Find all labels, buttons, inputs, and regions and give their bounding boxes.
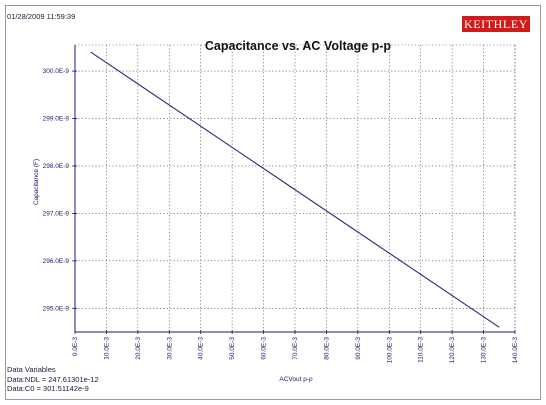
grid-lines xyxy=(74,44,516,332)
x-tick-label-9: 90.0E-3 xyxy=(355,337,362,360)
data-variables-header: Data Variables xyxy=(7,365,56,374)
x-tick-label-12: 120.0E-3 xyxy=(449,337,456,364)
y-tick-label-3: 298.0E-9 xyxy=(43,163,70,170)
x-axis-label: ACVout p-p xyxy=(279,376,313,383)
x-tick-label-3: 30.0E-3 xyxy=(166,337,173,360)
data-variable-ndl: Data:NDL = 247.61301e-12 xyxy=(7,374,99,384)
x-tick-label-11: 110.0E-3 xyxy=(418,337,425,363)
data-variable-c0: Data:C0 = 301.51142e-9 xyxy=(7,384,89,393)
x-tick-label-6: 60.0E-3 xyxy=(261,337,268,360)
y-axis-label: Capacitance (F) xyxy=(33,159,40,205)
x-tick-label-2: 20.0E-3 xyxy=(135,337,142,360)
tick-labels: 0.0E-3 10.0E-3 20.0E-3 30.0E-3 40.0E-3 50.0E-… xyxy=(43,68,519,363)
x-tick-label-13: 130.0E-3 xyxy=(481,337,488,364)
chart-title: Capacitance vs. AC Voltage p-p xyxy=(205,39,392,53)
data-variables-panel: Data Variables Data:NDL = 247.61301e-12 … xyxy=(7,365,99,394)
series xyxy=(90,51,500,328)
keithley-logo: KEITHLEY xyxy=(462,16,530,32)
series-line-0 xyxy=(90,51,500,328)
x-tick-label-5: 50.0E-3 xyxy=(229,337,236,360)
axes xyxy=(72,45,516,334)
y-tick-label-2: 297.0E-9 xyxy=(43,210,70,217)
x-tick-label-0: 0.0E-3 xyxy=(72,337,79,357)
y-tick-label-4: 299.0E-9 xyxy=(43,116,70,123)
x-tick-label-10: 100.0E-3 xyxy=(386,337,393,364)
timestamp: 01/28/2009 11:59:39 xyxy=(7,12,76,21)
y-tick-label-0: 295.0E-9 xyxy=(43,305,70,312)
x-tick-label-4: 40.0E-3 xyxy=(198,337,205,360)
y-tick-label-5: 300.0E-9 xyxy=(43,68,70,75)
y-tick-label-1: 296.0E-9 xyxy=(43,258,70,265)
x-tick-label-8: 80.0E-3 xyxy=(323,337,330,360)
x-tick-label-14: 140.0E-3 xyxy=(512,337,519,364)
x-tick-label-1: 10.0E-3 xyxy=(103,337,110,360)
x-tick-label-7: 70.0E-3 xyxy=(292,337,299,360)
